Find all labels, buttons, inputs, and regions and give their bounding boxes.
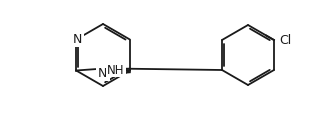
Text: N: N — [98, 66, 108, 79]
Text: N: N — [73, 33, 82, 46]
Text: Cl: Cl — [279, 33, 291, 46]
Text: NH: NH — [107, 63, 125, 76]
